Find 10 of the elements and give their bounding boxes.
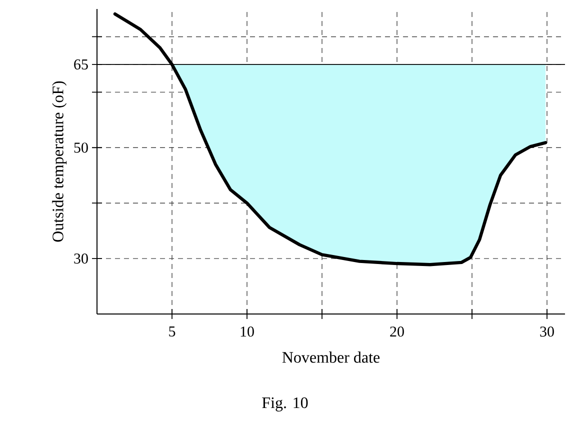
x-tick-label: 10 [240,326,254,337]
y-tick-label: 50 [74,142,88,153]
x-tick-label: 5 [169,326,176,336]
x-tick-label: 30 [540,326,554,337]
caption: Fig. 10 [262,397,308,412]
x-axis-title: November date [282,352,380,363]
y-axis-title: Outside temperature (oF) [52,81,67,242]
y-tick-label: 65 [74,59,88,70]
y-tick-label: 30 [74,253,88,264]
x-tick-label: 20 [390,326,404,337]
